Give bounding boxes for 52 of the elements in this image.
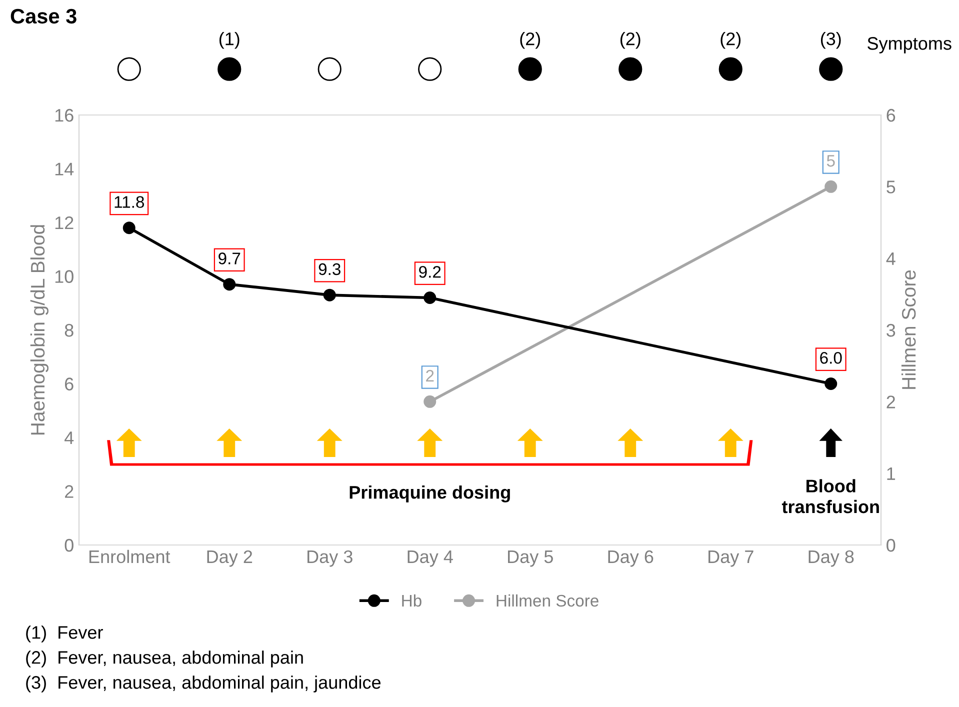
data-label: 5 [826,155,835,167]
x-tick-label: Day 6 [608,550,654,567]
y-tick-label: 10 [55,270,74,283]
y2-tick-label: 5 [886,180,896,194]
x-tick-label: Day 4 [408,550,453,567]
text: (2) [520,32,540,49]
x-tick-label: Day 7 [708,550,754,567]
y2-axis-title: Hillmen Score [901,270,916,389]
text: (3) [820,32,841,49]
y2-tick-label: 0 [886,538,896,552]
text: Symptoms [868,37,952,54]
chart-title: Case 3 [10,8,76,24]
data-label: 11.8 [114,196,144,208]
point [223,278,236,291]
text: (1) Fever [26,626,103,642]
text: (2) Fever, nausea, abdominal pain [26,650,303,668]
legend-label: Hillmen Score [496,594,598,607]
legend-label: Hb [402,594,422,607]
data-label: 9.2 [419,266,441,278]
text: (3) Fever, nausea, abdominal pain, jaundice [26,676,381,692]
y-tick-label: 2 [65,485,74,498]
x-tick-label: Day 5 [508,550,553,567]
y-tick-label: 16 [55,108,74,122]
data-label: 2 [426,370,434,382]
y2-tick-label: 2 [886,396,895,408]
data-label: 9.3 [318,263,340,276]
x-tick-label: Day 8 [808,550,854,567]
y-tick-label: 6 [65,378,74,390]
y2-tick-label: 3 [886,324,896,337]
point [323,288,336,302]
text: (2) [620,32,640,49]
y-tick-label: 8 [64,324,74,337]
x-tick-label: Enrolment [89,550,170,564]
y-axis-title: Haemoglobin g/dL Blood [30,225,48,435]
y-tick-label: 0 [64,538,74,552]
data-label: 9.7 [218,252,240,264]
x-tick-label: Day 2 [207,550,252,567]
y-tick-label: 4 [64,432,74,444]
data-label: 6.0 [820,352,842,364]
annotation: Primaquine dosing [350,485,510,502]
text: (1) [219,32,240,49]
annotation: Blood transfusion [782,479,879,514]
point [424,292,436,304]
y-tick-label: 12 [55,216,74,230]
text: (2) [720,32,741,49]
point [824,378,838,390]
y2-tick-label: 1 [887,467,896,480]
y2-tick-label: 6 [886,108,896,122]
y-tick-label: 14 [55,162,74,176]
point [122,222,136,234]
y2-tick-label: 4 [886,252,896,265]
x-tick-label: Day 3 [308,550,352,567]
